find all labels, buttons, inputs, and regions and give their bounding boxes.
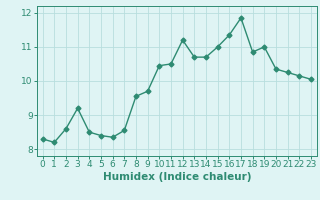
X-axis label: Humidex (Indice chaleur): Humidex (Indice chaleur): [102, 172, 251, 182]
